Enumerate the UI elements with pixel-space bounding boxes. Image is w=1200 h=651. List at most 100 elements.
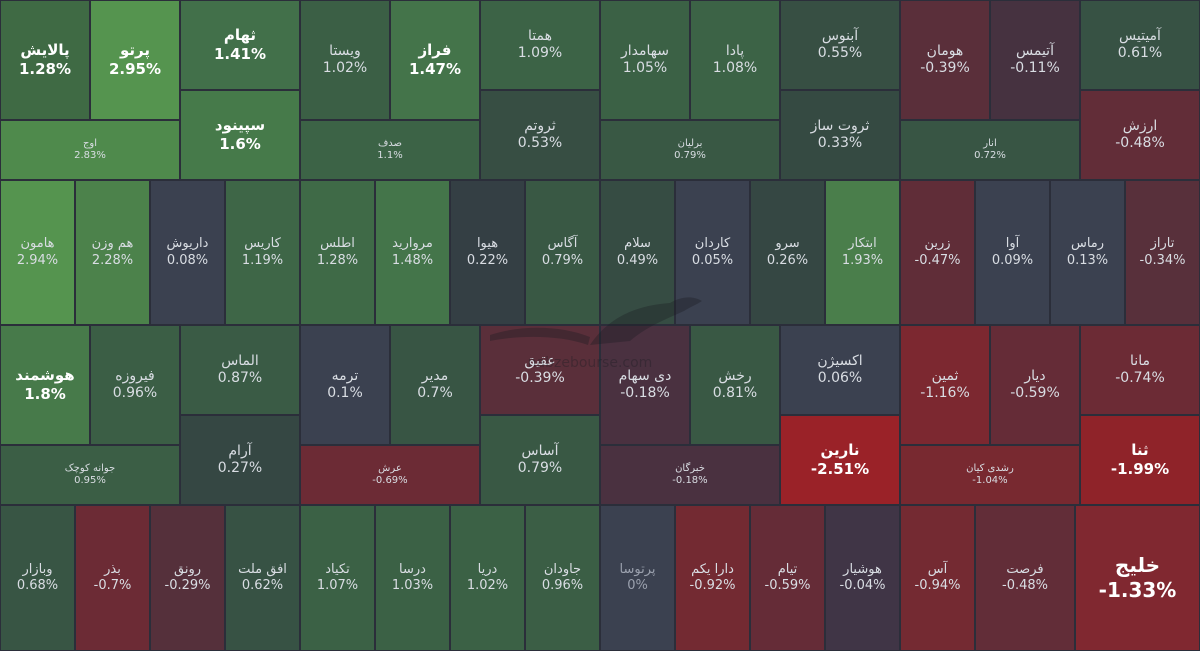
tile-symbol: خبرگان: [675, 462, 705, 474]
tile-symbol: دیار: [1024, 367, 1046, 384]
treemap-tile[interactable]: دیار -0.59%: [990, 325, 1080, 445]
treemap-tile[interactable]: وبازار 0.68%: [0, 505, 75, 651]
treemap-tile[interactable]: تکیاد 1.07%: [300, 505, 375, 651]
treemap-tile[interactable]: عرش -0.69%: [300, 445, 480, 505]
treemap-tile[interactable]: زرین -0.47%: [900, 180, 975, 325]
treemap-tile[interactable]: ثروتم 0.53%: [480, 90, 600, 180]
tile-symbol: بذر: [104, 561, 121, 577]
treemap-tile[interactable]: آس -0.94%: [900, 505, 975, 651]
treemap-tile[interactable]: فرصت -0.48%: [975, 505, 1075, 651]
treemap-tile[interactable]: تیام -0.59%: [750, 505, 825, 651]
treemap-tile[interactable]: افق ملت 0.62%: [225, 505, 300, 651]
treemap-tile[interactable]: ثنا -1.99%: [1080, 415, 1200, 505]
treemap-tile[interactable]: هومان -0.39%: [900, 0, 990, 120]
treemap-tile[interactable]: جاودان 0.96%: [525, 505, 600, 651]
treemap-tile[interactable]: عقیق -0.39%: [480, 325, 600, 415]
treemap-tile[interactable]: فراز 1.47%: [390, 0, 480, 120]
treemap-tile[interactable]: آوا 0.09%: [975, 180, 1050, 325]
tile-change-percent: -0.29%: [164, 578, 211, 593]
treemap-tile[interactable]: دی سهام -0.18%: [600, 325, 690, 445]
tile-symbol: هومان: [926, 42, 964, 59]
treemap-tile[interactable]: همتا 1.09%: [480, 0, 600, 90]
treemap-tile[interactable]: انار 0.72%: [900, 120, 1080, 180]
treemap-tile[interactable]: رماس 0.13%: [1050, 180, 1125, 325]
treemap-tile[interactable]: آتیمس -0.11%: [990, 0, 1080, 120]
treemap-tile[interactable]: مروارید 1.48%: [375, 180, 450, 325]
tile-change-percent: -0.18%: [672, 475, 708, 486]
treemap-tile[interactable]: هوشمند 1.8%: [0, 325, 90, 445]
tile-change-percent: 0.53%: [517, 135, 563, 151]
treemap-tile[interactable]: رونق -0.29%: [150, 505, 225, 651]
tile-symbol: سهامدار: [621, 42, 669, 59]
tile-change-percent: 0.09%: [991, 252, 1034, 268]
tile-change-percent: -1.04%: [972, 475, 1008, 486]
tile-symbol: رماس: [1070, 236, 1105, 252]
treemap-tile[interactable]: پرتوسا 0%: [600, 505, 675, 651]
treemap-tile[interactable]: صدف 1.1%: [300, 120, 480, 180]
tile-change-percent: -0.39%: [920, 60, 970, 76]
treemap-tile[interactable]: تاراز -0.34%: [1125, 180, 1200, 325]
treemap-tile[interactable]: آمیتیس 0.61%: [1080, 0, 1200, 90]
treemap-tile[interactable]: اوج 2.83%: [0, 120, 180, 180]
tile-change-percent: 2.95%: [108, 60, 162, 78]
tile-change-percent: 0.61%: [1117, 45, 1163, 61]
tile-change-percent: 0.05%: [691, 252, 734, 268]
treemap-tile[interactable]: رشدی کیان -1.04%: [900, 445, 1080, 505]
tile-symbol: رخش: [718, 367, 752, 384]
treemap-tile[interactable]: پالایش 1.28%: [0, 0, 90, 120]
treemap-tile[interactable]: جوانه کوچک 0.95%: [0, 445, 180, 505]
treemap-tile[interactable]: آبنوس 0.55%: [780, 0, 900, 90]
treemap-tile[interactable]: داریوش 0.08%: [150, 180, 225, 325]
treemap-tile[interactable]: رخش 0.81%: [690, 325, 780, 445]
treemap-tile[interactable]: ثروت ساز 0.33%: [780, 90, 900, 180]
tile-change-percent: 0.7%: [417, 385, 453, 401]
tile-change-percent: 0.96%: [112, 385, 158, 401]
treemap-tile[interactable]: ویستا 1.02%: [300, 0, 390, 120]
treemap-tile[interactable]: دارا یکم -0.92%: [675, 505, 750, 651]
treemap-tile[interactable]: پرتو 2.95%: [90, 0, 180, 120]
treemap-tile[interactable]: نارین -2.51%: [780, 415, 900, 505]
tile-change-percent: 0.49%: [616, 252, 659, 268]
treemap-tile[interactable]: آرام 0.27%: [180, 415, 300, 505]
treemap-tile[interactable]: دریا 1.02%: [450, 505, 525, 651]
treemap-tile[interactable]: هیوا 0.22%: [450, 180, 525, 325]
treemap-tile[interactable]: ارزش -0.48%: [1080, 90, 1200, 180]
treemap-tile[interactable]: الماس 0.87%: [180, 325, 300, 415]
tile-symbol: پادا: [725, 42, 745, 59]
treemap-tile[interactable]: سپینود 1.6%: [180, 90, 300, 180]
tile-symbol: هوشمند: [15, 366, 75, 385]
treemap-tile[interactable]: کاردان 0.05%: [675, 180, 750, 325]
treemap-tile[interactable]: هوشیار -0.04%: [825, 505, 900, 651]
treemap-tile[interactable]: سلام 0.49%: [600, 180, 675, 325]
treemap-tile[interactable]: اطلس 1.28%: [300, 180, 375, 325]
treemap-tile[interactable]: سهامدار 1.05%: [600, 0, 690, 120]
treemap-tile[interactable]: سرو 0.26%: [750, 180, 825, 325]
treemap-tile[interactable]: آساس 0.79%: [480, 415, 600, 505]
treemap-tile[interactable]: مدیر 0.7%: [390, 325, 480, 445]
treemap-tile[interactable]: آگاس 0.79%: [525, 180, 600, 325]
treemap-tile[interactable]: هامون 2.94%: [0, 180, 75, 325]
treemap-tile[interactable]: خلیج -1.33%: [1075, 505, 1200, 651]
tile-symbol: پرتوسا: [619, 561, 656, 577]
tile-symbol: صدف: [377, 137, 403, 149]
treemap-tile[interactable]: برلیان 0.79%: [600, 120, 780, 180]
tile-change-percent: 0%: [627, 578, 648, 593]
treemap-tile[interactable]: فیروزه 0.96%: [90, 325, 180, 445]
treemap-tile[interactable]: اکسیژن 0.06%: [780, 325, 900, 415]
tile-change-percent: -0.39%: [515, 370, 565, 386]
tile-symbol: ویستا: [329, 42, 361, 59]
tile-change-percent: 1.28%: [316, 252, 359, 268]
treemap-tile[interactable]: ثمین -1.16%: [900, 325, 990, 445]
treemap-tile[interactable]: ترمه 0.1%: [300, 325, 390, 445]
treemap-tile[interactable]: هم وزن 2.28%: [75, 180, 150, 325]
treemap-tile[interactable]: خبرگان -0.18%: [600, 445, 780, 505]
treemap-tile[interactable]: ثهام 1.41%: [180, 0, 300, 90]
treemap-tile[interactable]: بذر -0.7%: [75, 505, 150, 651]
treemap-tile[interactable]: مانا -0.74%: [1080, 325, 1200, 415]
treemap-tile[interactable]: درسا 1.03%: [375, 505, 450, 651]
treemap-tile[interactable]: ابتکار 1.93%: [825, 180, 900, 325]
tile-symbol: فیروزه: [115, 367, 155, 384]
treemap-tile[interactable]: کاریس 1.19%: [225, 180, 300, 325]
tile-change-percent: -1.16%: [920, 385, 970, 401]
treemap-tile[interactable]: پادا 1.08%: [690, 0, 780, 120]
